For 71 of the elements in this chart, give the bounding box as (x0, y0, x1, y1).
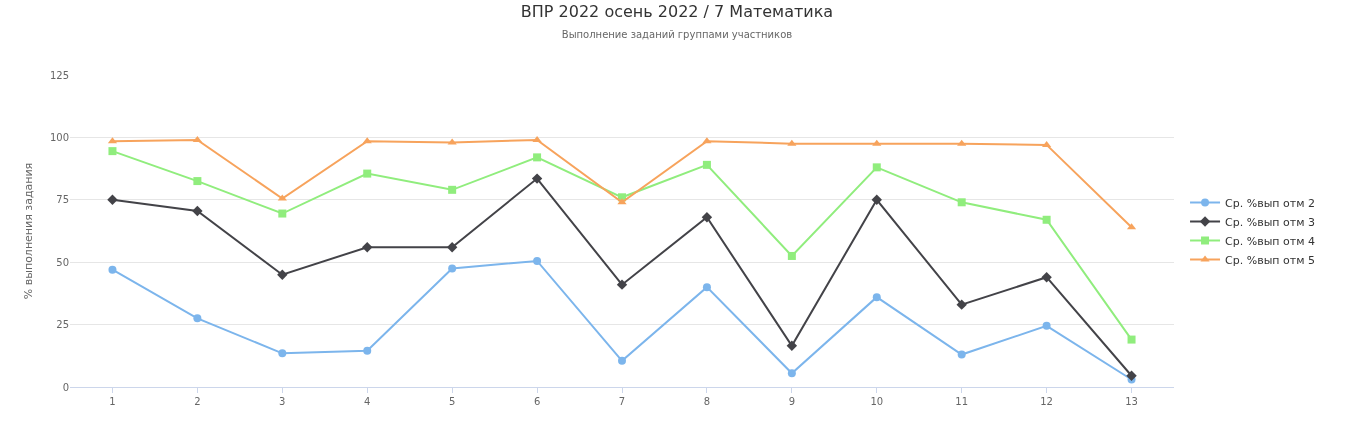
point (702, 160, 711, 169)
point (1042, 215, 1051, 224)
point (446, 242, 458, 253)
point (1042, 140, 1052, 147)
y-tick-label: 100 (49, 131, 69, 143)
point (872, 163, 881, 172)
point (193, 314, 202, 323)
legend-label: Ср. %вып отм 2 (1225, 196, 1315, 210)
x-tick-label: 11 (955, 396, 969, 407)
point (108, 265, 117, 274)
point (363, 346, 372, 355)
point (531, 173, 543, 184)
point (957, 350, 966, 359)
point (872, 293, 881, 302)
x-tick-label: 7 (618, 396, 626, 407)
x-tick-label: 10 (870, 396, 884, 407)
x-tick-label: 12 (1040, 396, 1053, 407)
y-axis-title: % выполнения задания (21, 162, 35, 300)
y-tick-label: 0 (62, 381, 69, 393)
point (108, 147, 117, 156)
point (448, 264, 457, 273)
point (278, 209, 287, 218)
point (1127, 335, 1136, 344)
point (787, 139, 797, 146)
point (193, 177, 202, 186)
chart-title: ВПР 2022 осень 2022 / 7 Математика (520, 2, 834, 22)
x-tick-label: 13 (1125, 396, 1138, 407)
point (1041, 271, 1052, 283)
point (107, 194, 118, 205)
point (957, 139, 967, 146)
x-tick-label: 5 (448, 396, 456, 407)
point (192, 135, 202, 142)
x-tick-label: 3 (279, 396, 286, 407)
y-tick-label: 125 (49, 69, 69, 81)
point (533, 256, 542, 265)
point (956, 299, 967, 310)
point (278, 349, 287, 358)
x-tick-label: 9 (788, 396, 796, 407)
x-tick-label: 1 (109, 396, 116, 407)
point (787, 251, 796, 260)
x-tick-label: 2 (194, 396, 201, 407)
point (533, 153, 542, 162)
point (787, 369, 796, 378)
point (701, 212, 713, 223)
point (363, 169, 372, 178)
y-tick-label: 50 (56, 256, 69, 268)
legend-label: Ср. %вып отм 4 (1225, 234, 1315, 248)
point (277, 194, 287, 201)
point (362, 137, 372, 144)
point (448, 185, 457, 194)
point (871, 194, 882, 205)
point (616, 279, 628, 290)
y-tick-label: 75 (56, 194, 69, 206)
point (786, 340, 798, 352)
point (277, 269, 288, 280)
x-tick-label: 4 (364, 396, 371, 407)
point (1042, 321, 1051, 330)
point (702, 283, 711, 292)
point (362, 242, 373, 253)
x-tick-label: 8 (703, 396, 711, 407)
legend-label: Ср. %вып отм 3 (1225, 215, 1315, 229)
point (872, 139, 882, 146)
point (957, 198, 966, 207)
point (192, 205, 203, 217)
point (618, 356, 626, 365)
chart-subtitle: Выполнение заданий группами участников (561, 28, 793, 40)
point (532, 135, 542, 142)
y-tick-label: 25 (56, 319, 69, 331)
point (1126, 370, 1137, 381)
x-tick-label: 6 (533, 396, 541, 407)
legend-label: Ср. %вып отм 5 (1225, 253, 1315, 267)
